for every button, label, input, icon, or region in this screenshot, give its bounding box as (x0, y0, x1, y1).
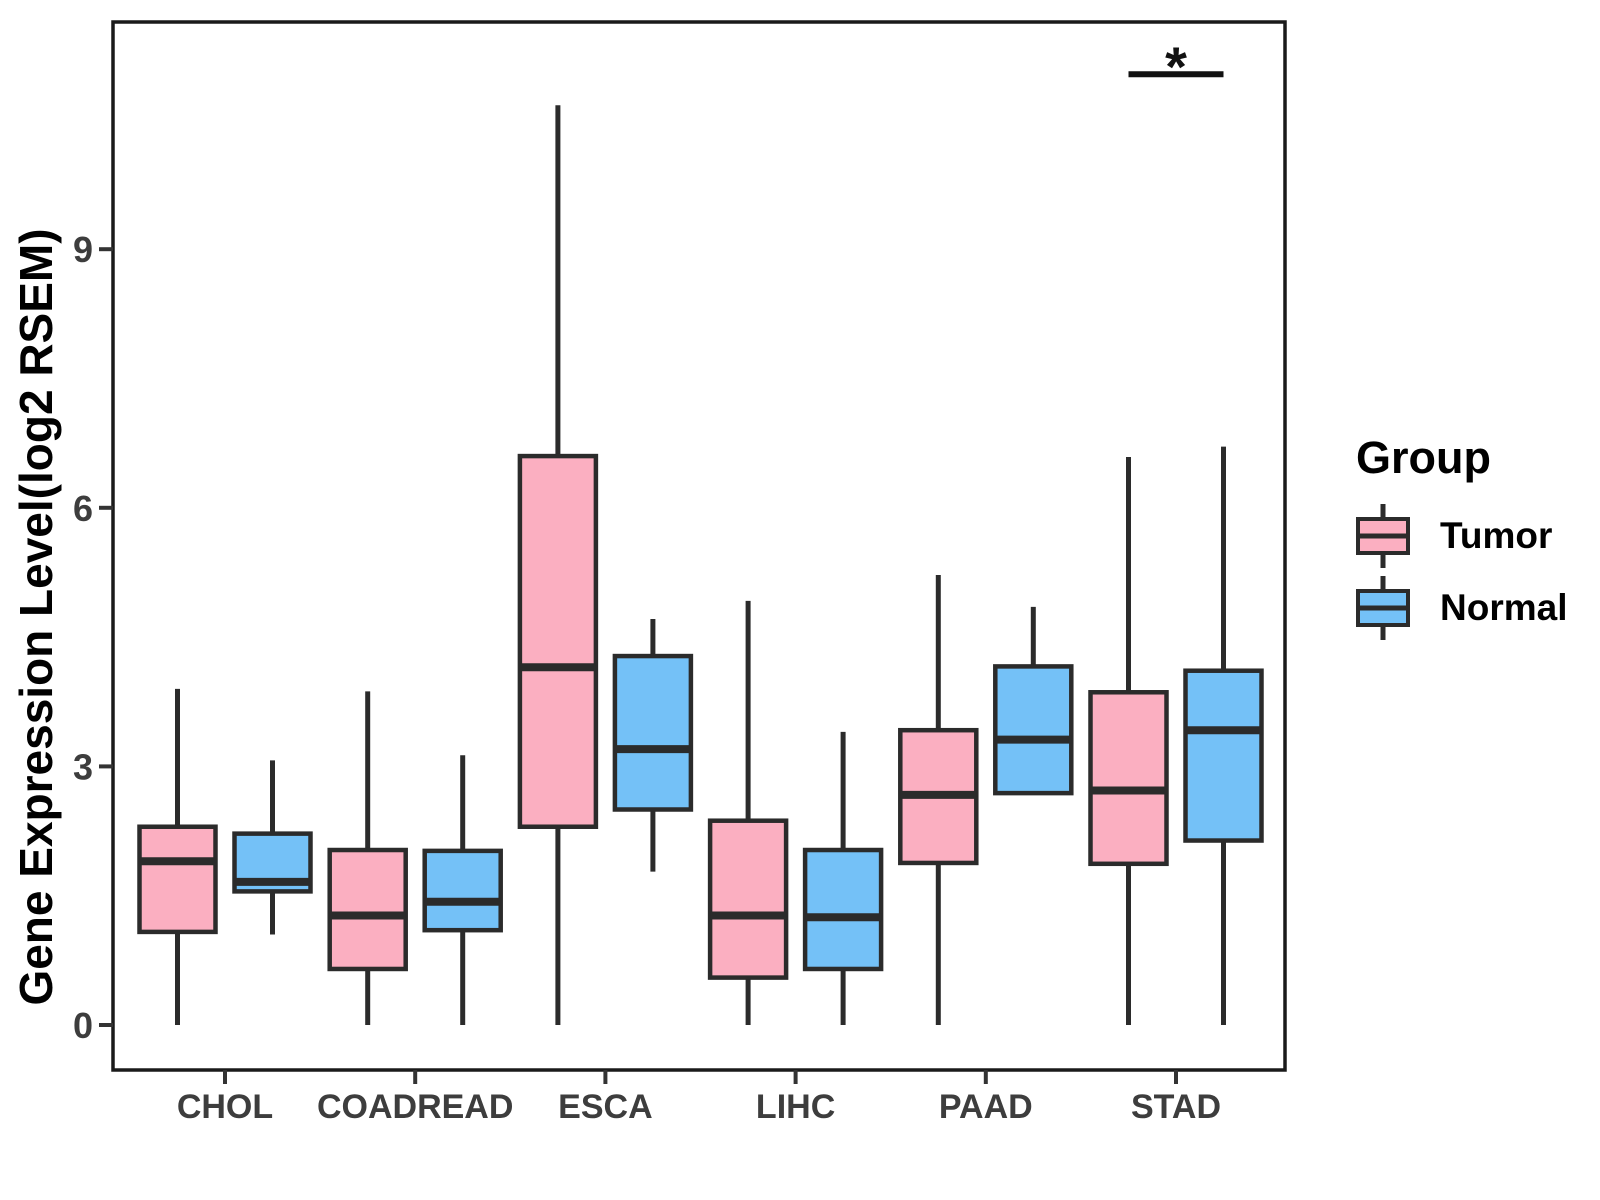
x-tick-label-LIHC: LIHC (756, 1088, 835, 1126)
x-tick-label-COADREAD: COADREAD (317, 1088, 513, 1126)
legend-label-normal: Normal (1440, 587, 1568, 628)
x-tick-label-STAD: STAD (1131, 1088, 1221, 1126)
box-tumor-COADREAD (327, 847, 408, 972)
legend-key-box-normal (1356, 589, 1410, 627)
legend-key-median (1360, 605, 1406, 611)
legend-title: Group (1356, 432, 1491, 483)
legend: Group Tumor Normal (1356, 432, 1567, 648)
x-tick-label-ESCA: ESCA (558, 1088, 652, 1126)
box-normal-ESCA (612, 653, 694, 812)
legend-entry-normal: Normal (1356, 576, 1567, 640)
x-tick-label-CHOL: CHOL (177, 1088, 273, 1126)
box-normal-LIHC (802, 847, 884, 972)
box-tumor-ESCA (517, 453, 599, 829)
y-axis-title: Gene Expression Level(log2 RSEM) (10, 228, 62, 1006)
y-tick-label-3: 3 (73, 746, 93, 787)
box-normal-PAAD (993, 664, 1074, 796)
y-tick-label-6: 6 (73, 488, 93, 529)
significance-star-STAD: * (1165, 35, 1187, 98)
legend-entry-tumor: Tumor (1356, 504, 1567, 568)
legend-key-median (1360, 533, 1406, 539)
y-tick-label-0: 0 (73, 1005, 93, 1046)
legend-key-box-tumor (1356, 517, 1410, 555)
box-tumor-CHOL (137, 824, 218, 935)
box-normal-COADREAD (422, 848, 503, 933)
legend-key-normal-boxplot-icon (1356, 576, 1410, 640)
box-normal-STAD (1183, 668, 1264, 843)
x-tick-label-PAAD: PAAD (939, 1088, 1033, 1126)
box-tumor-LIHC (707, 818, 789, 980)
legend-key-tumor-boxplot-icon (1356, 504, 1410, 568)
plot-panel-border (111, 20, 1287, 1072)
y-tick-label-9: 9 (73, 229, 93, 270)
box-tumor-STAD (1088, 690, 1169, 867)
legend-label-tumor: Tumor (1440, 515, 1553, 556)
